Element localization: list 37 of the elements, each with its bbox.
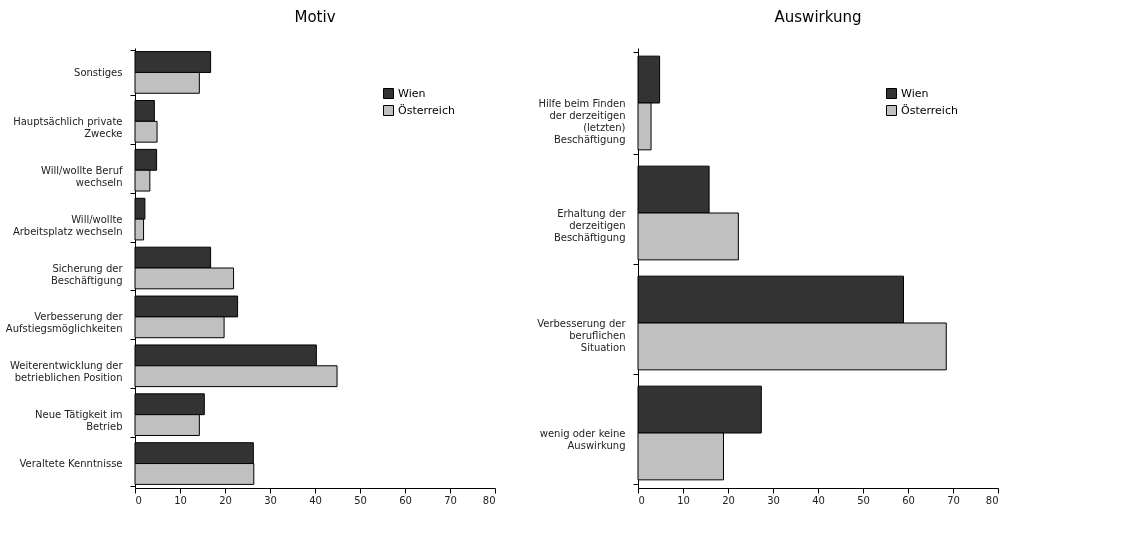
x-tick-label: 0 <box>638 494 645 506</box>
legend-label: Wien <box>398 86 426 100</box>
x-tick-label: 30 <box>264 494 277 506</box>
y-tick-label: Hilfe beim Finden der derzeitigen (letzten) Beschäftigung <box>538 97 626 145</box>
y-tick-label: Verbesserung der Aufstiegsmöglichkeiten <box>5 311 124 335</box>
chart-title: Auswirkung <box>774 8 862 26</box>
x-tick-label: 60 <box>902 494 915 506</box>
x-tick-label: 60 <box>399 494 412 506</box>
legend-label: Wien <box>901 86 929 100</box>
legend-label: Österreich <box>398 103 455 117</box>
x-tick-label: 10 <box>677 494 690 506</box>
y-tick-label: Weiterentwicklung der betrieblichen Position <box>10 360 124 384</box>
x-tick-label: 70 <box>947 494 960 506</box>
y-tick-label: Veraltete Kenntnisse <box>19 458 123 470</box>
y-tick-label: Will/wollte Arbeitsplatz wechseln <box>12 213 123 237</box>
y-tick-label: Verbesserung der beruflichen Situation <box>537 317 627 353</box>
y-tick-label: wenig oder keine Auswirkung <box>539 427 626 451</box>
x-tick-label: 80 <box>985 494 999 506</box>
y-tick-label: Erhaltung der derzeitigen Beschäftigung <box>553 207 627 243</box>
x-tick-label: 0 <box>135 494 142 506</box>
x-tick-label: 30 <box>767 494 780 506</box>
x-tick-label: 40 <box>812 494 825 506</box>
chart-title: Motiv <box>294 8 336 26</box>
x-tick-label: 10 <box>174 494 187 506</box>
legend-label: Österreich <box>901 103 958 117</box>
x-tick-label: 50 <box>354 494 367 506</box>
y-tick-label: Sicherung der Beschäftigung <box>50 262 124 286</box>
y-tick-label: Hauptsächlich private Zwecke <box>13 115 123 139</box>
x-tick-label: 80 <box>482 494 496 506</box>
x-tick-label: 20 <box>219 494 232 506</box>
x-tick-label: 50 <box>857 494 870 506</box>
x-tick-label: 40 <box>309 494 322 506</box>
y-tick-label: Neue Tätigkeit im Betrieb <box>35 409 123 433</box>
x-tick-label: 70 <box>444 494 457 506</box>
y-tick-label: Sonstiges <box>74 66 123 78</box>
x-tick-label: 20 <box>722 494 735 506</box>
y-tick-label: Will/wollte Beruf wechseln <box>41 164 123 188</box>
